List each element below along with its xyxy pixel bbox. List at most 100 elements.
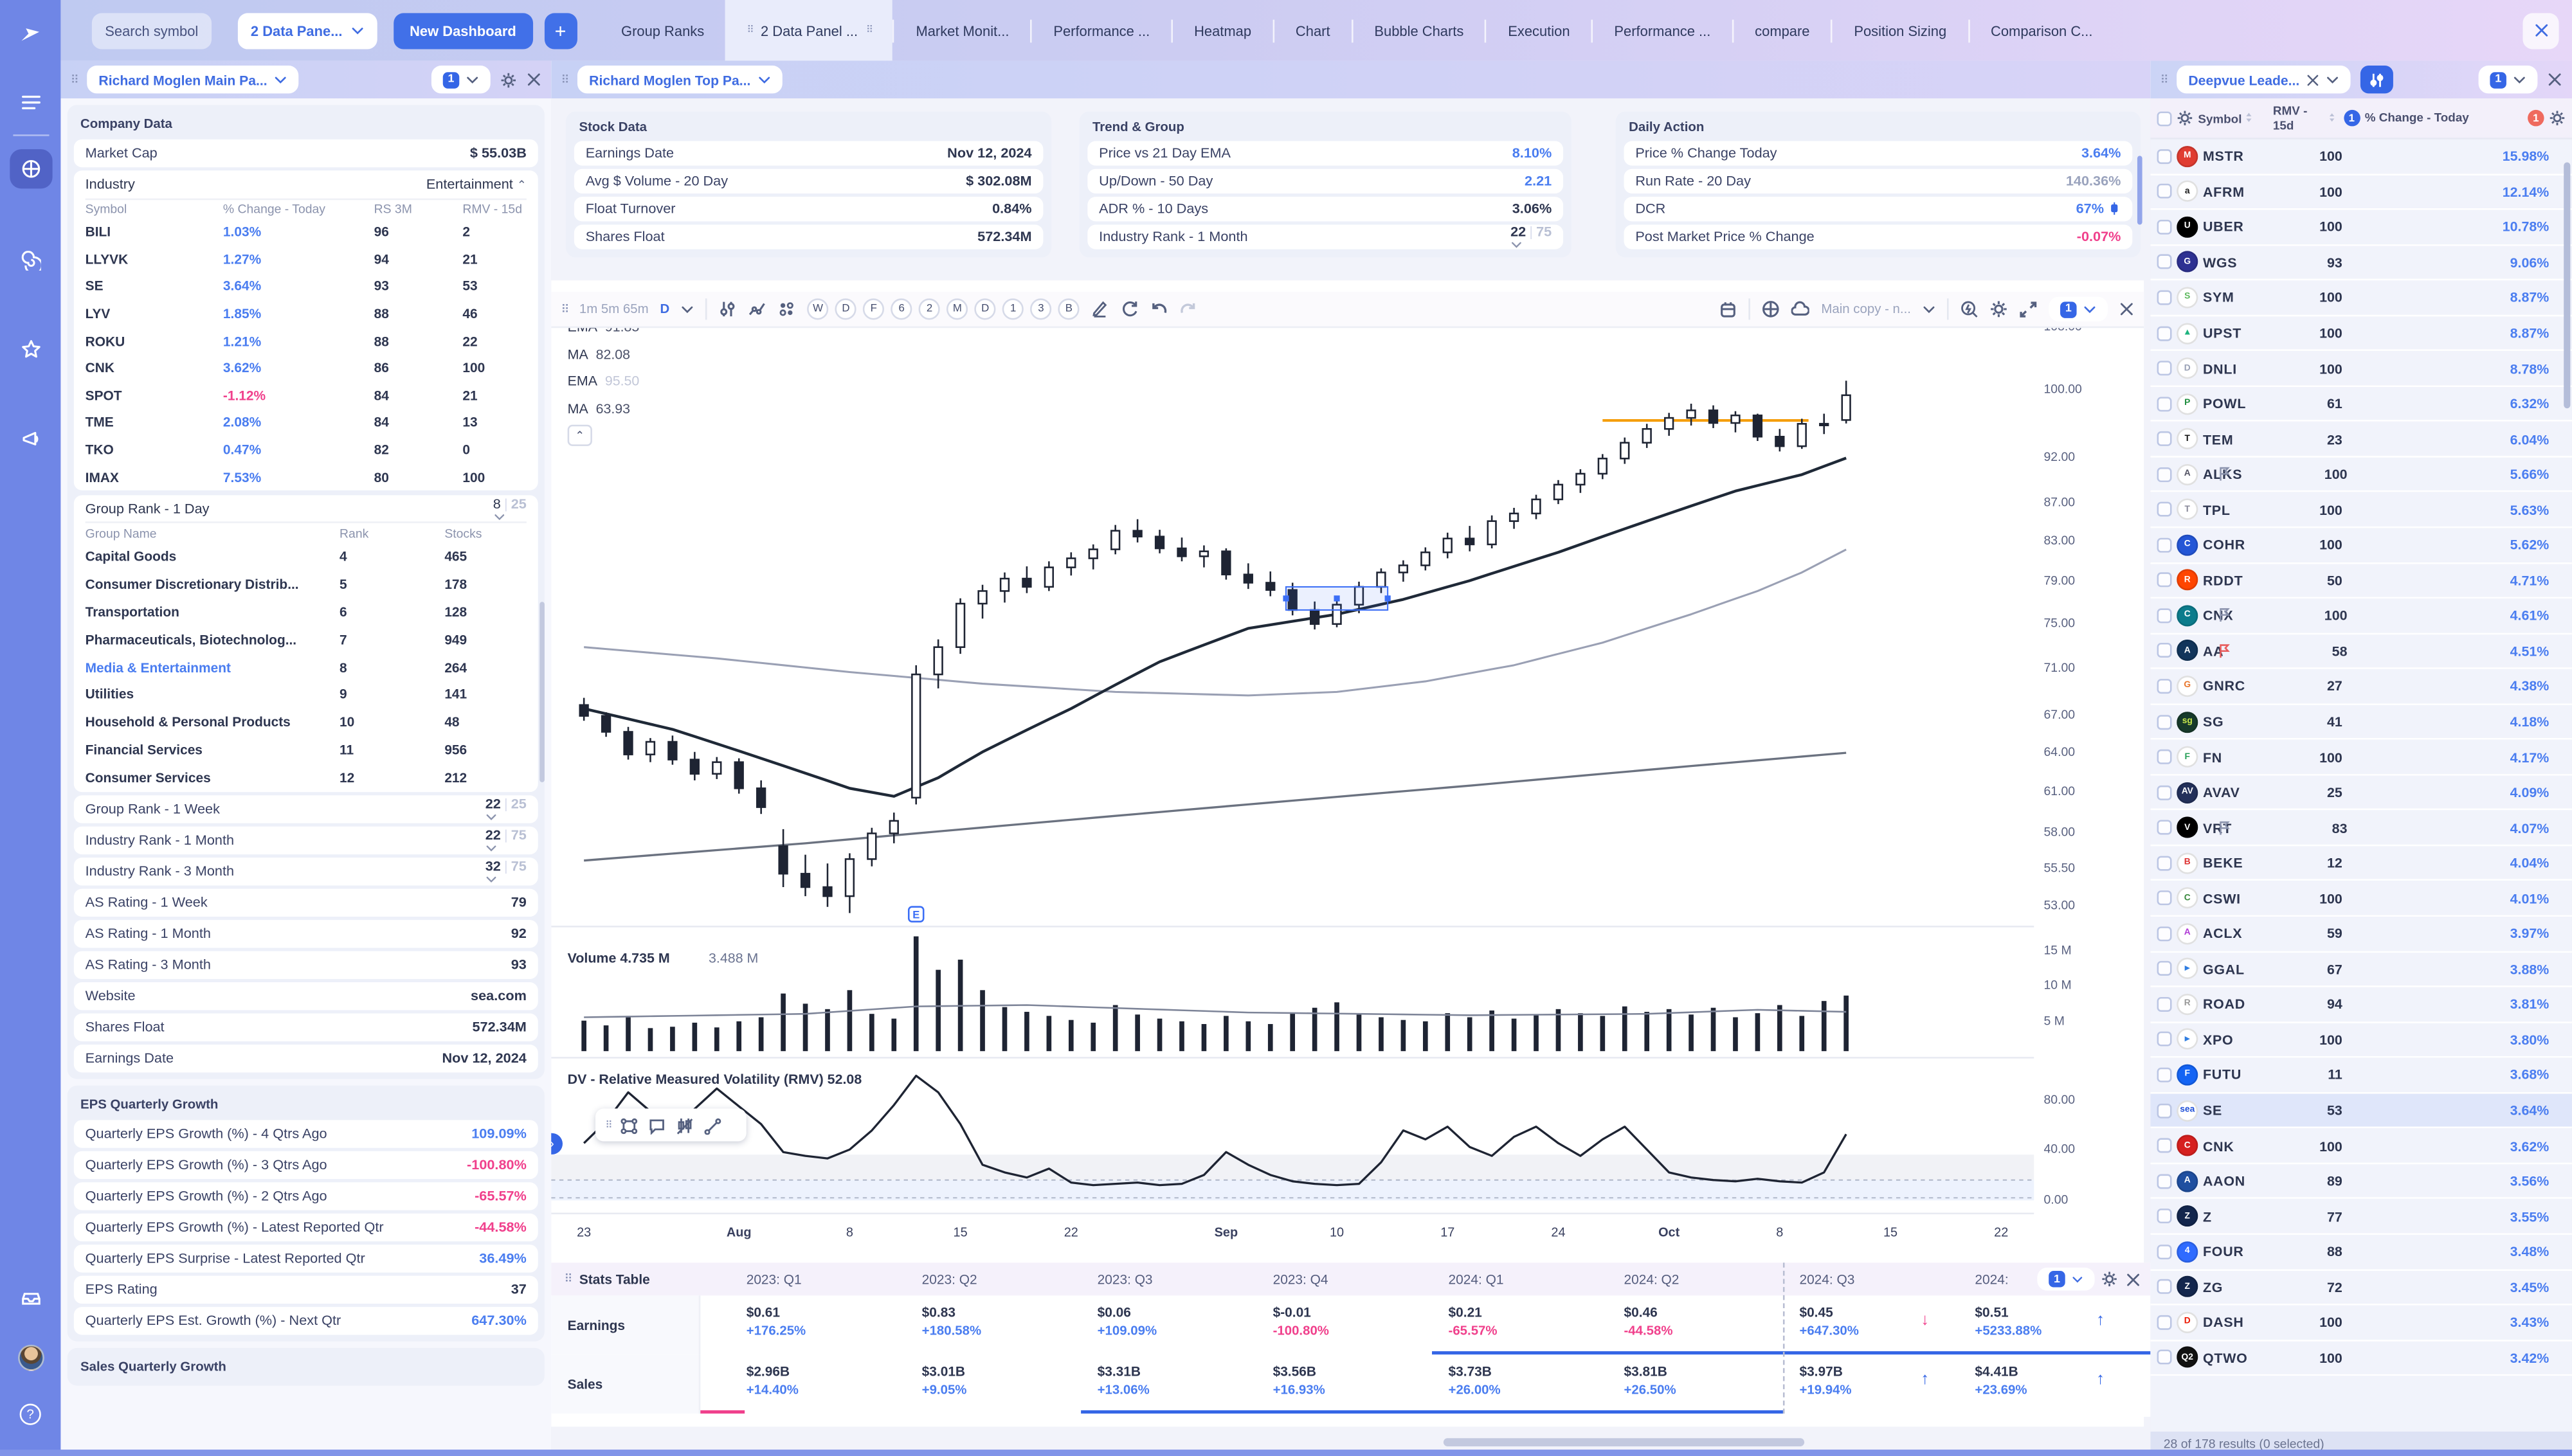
row-checkbox[interactable] <box>2157 714 2172 729</box>
row-checkbox[interactable] <box>2157 148 2172 164</box>
stats-close-icon[interactable] <box>2126 1272 2141 1286</box>
industry-symbol-row-tko[interactable]: TKO 0.47% 82 0 <box>85 442 471 458</box>
quick-button-3[interactable]: 3 <box>1030 298 1052 320</box>
chart-layout-selector[interactable]: Main copy - n... <box>1821 301 1911 317</box>
watchlist-row-vrt[interactable]: V VRT 83 4.07% <box>2150 811 2572 847</box>
quick-button-2[interactable]: 2 <box>918 298 941 320</box>
watchlist-row-qtwo[interactable]: Q2 QTWO 100 3.42% <box>2150 1341 2572 1376</box>
watchlist-row-beke[interactable]: B BEKE 12 4.04% <box>2150 846 2572 882</box>
stat-row-up-down-50-day[interactable]: Up/Down - 50 Day 2.21 <box>1087 168 1564 193</box>
comment-tool-icon[interactable] <box>649 1116 667 1134</box>
watchlist-row-four[interactable]: 4 FOUR 88 3.48% <box>2150 1235 2572 1270</box>
metric-row-industry-rank-1-month[interactable]: Industry Rank - 1 Month 22 | 75 <box>73 826 538 854</box>
stat-row-industry-rank-1-month[interactable]: Industry Rank - 1 Month 22 | 75 <box>1087 223 1564 249</box>
industry-symbol-row-se[interactable]: SE 3.64% 93 53 <box>85 279 478 294</box>
right-close-icon[interactable] <box>2548 72 2562 87</box>
sidebar-item-watchlists[interactable] <box>9 330 51 369</box>
row-checkbox[interactable] <box>2157 890 2172 906</box>
group-row-media-entertainment[interactable]: Media & Entertainment 8 264 <box>85 660 467 675</box>
col-change[interactable]: % Change - Today <box>2364 109 2469 125</box>
indicators-icon[interactable] <box>719 300 737 318</box>
watchlist-row-wgs[interactable]: G WGS 93 9.06% <box>2150 246 2572 281</box>
stats-cell-earnings-4[interactable]: $0.21 -65.57% <box>1448 1305 1498 1338</box>
right-page-selector[interactable]: 1 <box>2478 66 2538 94</box>
stats-cell-sales-4[interactable]: $3.73B +26.00% <box>1448 1364 1501 1398</box>
drag-handle-icon[interactable]: ⠿ <box>605 1120 613 1131</box>
watchlist-row-futu[interactable]: F FUTU 11 3.68% <box>2150 1058 2572 1093</box>
left-panel-selector[interactable]: Richard Moglen Main Pa... <box>87 66 299 94</box>
tab-heatmap[interactable]: Heatmap <box>1194 22 1252 39</box>
flag-icon[interactable] <box>2218 820 2232 836</box>
group-row-capital-goods[interactable]: Capital Goods 4 465 <box>85 550 467 565</box>
tray-icon[interactable] <box>9 1279 51 1318</box>
row-checkbox[interactable] <box>2157 608 2172 624</box>
row-checkbox[interactable] <box>2157 537 2172 553</box>
pane-expander-button[interactable]: › <box>551 1133 563 1155</box>
watchlist-row-cnx[interactable]: C CNX 100 4.61% <box>2150 598 2572 634</box>
quick-button-b[interactable]: B <box>1058 298 1080 320</box>
drag-handle-icon[interactable]: ⠿ <box>561 304 569 316</box>
quick-button-w[interactable]: W <box>807 298 829 320</box>
watchlist-row-zg[interactable]: Z ZG 72 3.45% <box>2150 1270 2572 1306</box>
row-checkbox[interactable] <box>2157 1209 2172 1224</box>
row-checkbox[interactable] <box>2157 184 2172 199</box>
watchlist-row-z[interactable]: Z Z 77 3.55% <box>2150 1200 2572 1235</box>
watchlist-row-powl[interactable]: P POWL 61 6.32% <box>2150 387 2572 422</box>
help-icon[interactable]: ? <box>9 1394 51 1433</box>
group-row-consumer-services[interactable]: Consumer Services 12 212 <box>85 770 467 786</box>
drag-handle-icon[interactable]: ⠿ <box>561 75 569 86</box>
quick-button-m[interactable]: M <box>946 298 968 320</box>
row-checkbox[interactable] <box>2157 784 2172 800</box>
row-checkbox[interactable] <box>2157 996 2172 1012</box>
watchlist-row-sg[interactable]: sg SG 41 4.18% <box>2150 705 2572 741</box>
quick-button-6[interactable]: 6 <box>891 298 912 320</box>
row-checkbox[interactable] <box>2157 573 2172 588</box>
row-checkbox[interactable] <box>2157 502 2172 517</box>
new-dashboard-button[interactable]: New Dashboard <box>393 12 533 49</box>
legend-collapse-button[interactable]: ⌃ <box>567 424 592 446</box>
layout-grid-icon[interactable] <box>1762 300 1780 318</box>
fullscreen-icon[interactable] <box>2019 300 2037 318</box>
watchlist-row-aaon[interactable]: A AAON 89 3.56% <box>2150 1164 2572 1200</box>
watchlist-row-cswi[interactable]: C CSWI 100 4.01% <box>2150 881 2572 917</box>
stat-row-post-market-price-change[interactable]: Post Market Price % Change -0.07% <box>1624 224 2133 249</box>
eps-row-quarterly-eps-growth-2-qtrs-ago[interactable]: Quarterly EPS Growth (%) - 2 Qtrs Ago -65… <box>73 1182 538 1210</box>
layout-cells-icon[interactable] <box>778 300 796 318</box>
row-checkbox[interactable] <box>2157 926 2172 941</box>
metric-row-group-rank-1-week[interactable]: Group Rank - 1 Week 22 | 25 <box>73 795 538 823</box>
watchlist-row-dash[interactable]: D DASH 100 3.43% <box>2150 1306 2572 1341</box>
tab-performance[interactable]: Performance ... <box>1614 22 1711 39</box>
shape-icon[interactable] <box>1791 300 1810 318</box>
stats-cell-earnings-1[interactable]: $0.83 +180.58% <box>921 1305 982 1338</box>
stats-cell-earnings-5[interactable]: $0.46 -44.58% <box>1624 1305 1673 1338</box>
left-settings-gear-icon[interactable] <box>500 71 517 88</box>
industry-symbol-row-tme[interactable]: TME 2.08% 84 13 <box>85 415 478 431</box>
tab-position-sizing[interactable]: Position Sizing <box>1854 22 1947 39</box>
sidebar-item-screener[interactable] <box>9 241 51 280</box>
stats-cell-earnings-0[interactable]: $0.61 +176.25% <box>746 1305 806 1338</box>
stats-cell-sales-0[interactable]: $2.96B +14.40% <box>746 1364 799 1398</box>
industry-symbol-row-bili[interactable]: BILI 1.03% 96 2 <box>85 225 471 240</box>
watchlist-row-fn[interactable]: F FN 100 4.17% <box>2150 740 2572 776</box>
group-row-consumer-discretionary-distrib[interactable]: Consumer Discretionary Distrib... 5 178 <box>85 577 467 593</box>
middle-scrollbar[interactable] <box>2137 156 2142 225</box>
group-row-financial-services[interactable]: Financial Services 11 956 <box>85 742 467 758</box>
chg-filter-badge[interactable]: 1 <box>2528 109 2544 127</box>
col-symbol[interactable]: Symbol <box>2198 111 2255 125</box>
close-workspace-button[interactable] <box>2522 12 2559 49</box>
tab-performance[interactable]: Performance ... <box>1053 22 1150 39</box>
drag-handle-icon[interactable]: ⠿ <box>564 1274 573 1286</box>
redo-icon[interactable] <box>1180 300 1198 318</box>
metric-row-shares-float[interactable]: Shares Float 572.34M <box>73 1013 538 1041</box>
watchlist-row-sym[interactable]: S SYM 100 8.87% <box>2150 281 2572 316</box>
select-all-checkbox[interactable] <box>2157 111 2172 126</box>
chart-page-selector[interactable]: 1 <box>2049 296 2108 321</box>
stats-cell-sales-1[interactable]: $3.01B +9.05% <box>921 1364 967 1398</box>
chart-close-icon[interactable] <box>2119 301 2134 316</box>
row-checkbox[interactable] <box>2157 855 2172 870</box>
left-close-icon[interactable] <box>527 72 541 87</box>
chart-canvas[interactable]: E108.00100.0092.0087.0083.0079.0075.0071… <box>551 280 2144 1426</box>
row-checkbox[interactable] <box>2157 396 2172 411</box>
quick-button-d[interactable]: D <box>835 298 857 320</box>
metric-row-as-rating-3-month[interactable]: AS Rating - 3 Month 93 <box>73 951 538 978</box>
